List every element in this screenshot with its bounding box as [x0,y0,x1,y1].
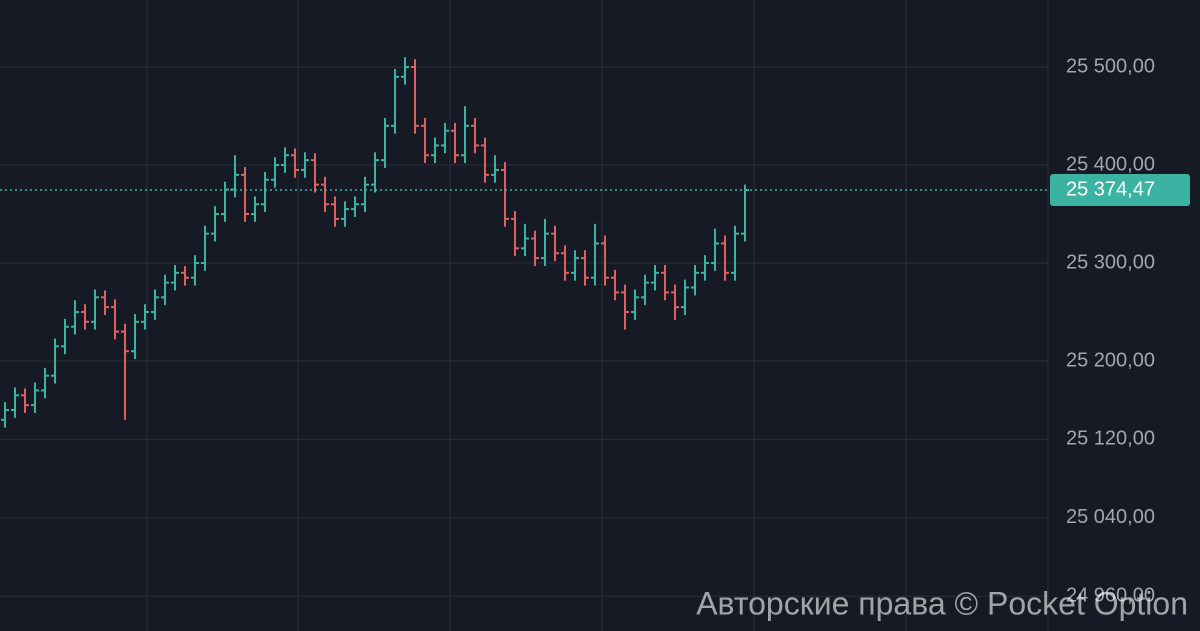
ohlc-bar [491,155,499,183]
ohlc-bar [371,152,379,193]
ohlc-bar [331,196,339,227]
ohlc-bar [521,223,529,257]
ohlc-bar [481,137,489,183]
ohlc-bar [671,284,679,320]
ohlc-bar [251,196,259,222]
ohlc-bar [51,338,59,384]
ohlc-bar [651,264,659,291]
ohlc-bar [541,218,549,266]
last-price-box [1050,174,1190,207]
ohlc-bar [161,274,169,306]
ohlc-bar [111,299,119,340]
ohlc-bar [381,117,389,168]
ohlc-bar [621,284,629,330]
ohlc-bar [41,367,49,399]
y-tick-label: 25 120,00 [1066,428,1155,450]
y-tick-label: 25 500,00 [1066,55,1155,77]
ohlc-bar [241,166,249,222]
ohlc-bar [441,122,449,154]
ohlc-bar [341,201,349,227]
ohlc-bar [11,387,19,418]
ohlc-bar [31,382,39,413]
ohlc-bar [1,402,9,428]
last-price-label: 25 374,47 [1066,178,1155,200]
ohlc-bar [71,300,79,335]
ohlc-bar [211,206,219,242]
ohlc-bar [551,225,559,262]
ohlc-bar [181,265,189,286]
ohlc-bar [561,245,569,281]
ohlc-bar [311,153,319,193]
ohlc-bar [321,176,329,213]
ohlc-bar [261,171,269,213]
ohlc-bar [351,196,359,217]
ohlc-bar [81,304,89,330]
ohlc-bar [681,279,689,315]
ohlc-bar [131,313,139,360]
ohlc-bar [391,68,399,134]
y-tick-label: 25 400,00 [1066,153,1155,175]
ohlc-bar [421,117,429,164]
ohlc-bar [271,157,279,188]
ohlc-bar [411,59,419,134]
ohlc-bar [21,388,29,413]
ohlc-bar [571,250,579,281]
y-tick-label: 25 040,00 [1066,506,1155,528]
ohlc-bar [731,225,739,281]
ohlc-bar [201,225,209,271]
ohlc-bar [701,255,709,281]
ohlc-bar [171,264,179,291]
ohlc-bar [631,289,639,320]
ohlc-bar [431,137,439,164]
ohlc-bar [291,148,299,178]
ohlc-bar [141,304,149,330]
ohlc-bar [91,289,99,330]
ohlc-bar [691,264,699,296]
ohlc-bar [661,264,669,301]
ohlc-bar [531,230,539,266]
ohlc-bar [401,57,409,85]
ohlc-bar [721,235,729,281]
ohlc-bar [121,323,129,420]
ohlc-bar [151,289,159,320]
y-tick-label: 25 200,00 [1066,349,1155,371]
ohlc-bar [61,318,69,355]
ohlc-bar [641,274,649,306]
ohlc-bar [301,152,309,178]
watermark: Авторские права © Pocket Option [696,585,1188,621]
y-tick-label: 25 300,00 [1066,251,1155,273]
ohlc-bar [281,147,289,173]
ohlc-bar [511,211,519,257]
ohlc-bar [361,176,369,213]
ohlc-bar [611,269,619,301]
ohlc-bar [461,106,469,164]
ohlc-bar [191,255,199,286]
ohlc-bar [591,223,599,286]
ohlc-bar [501,162,509,227]
ohlc-bar [711,228,719,271]
vertical-grid [146,0,1049,631]
ohlc-bar [581,250,589,286]
ohlc-bar [101,290,109,315]
y-tick-label: 24 960,00 [1066,584,1155,606]
ohlc-bar [601,235,609,286]
ohlc-bar [471,117,479,154]
ohlc-bar [451,122,459,164]
